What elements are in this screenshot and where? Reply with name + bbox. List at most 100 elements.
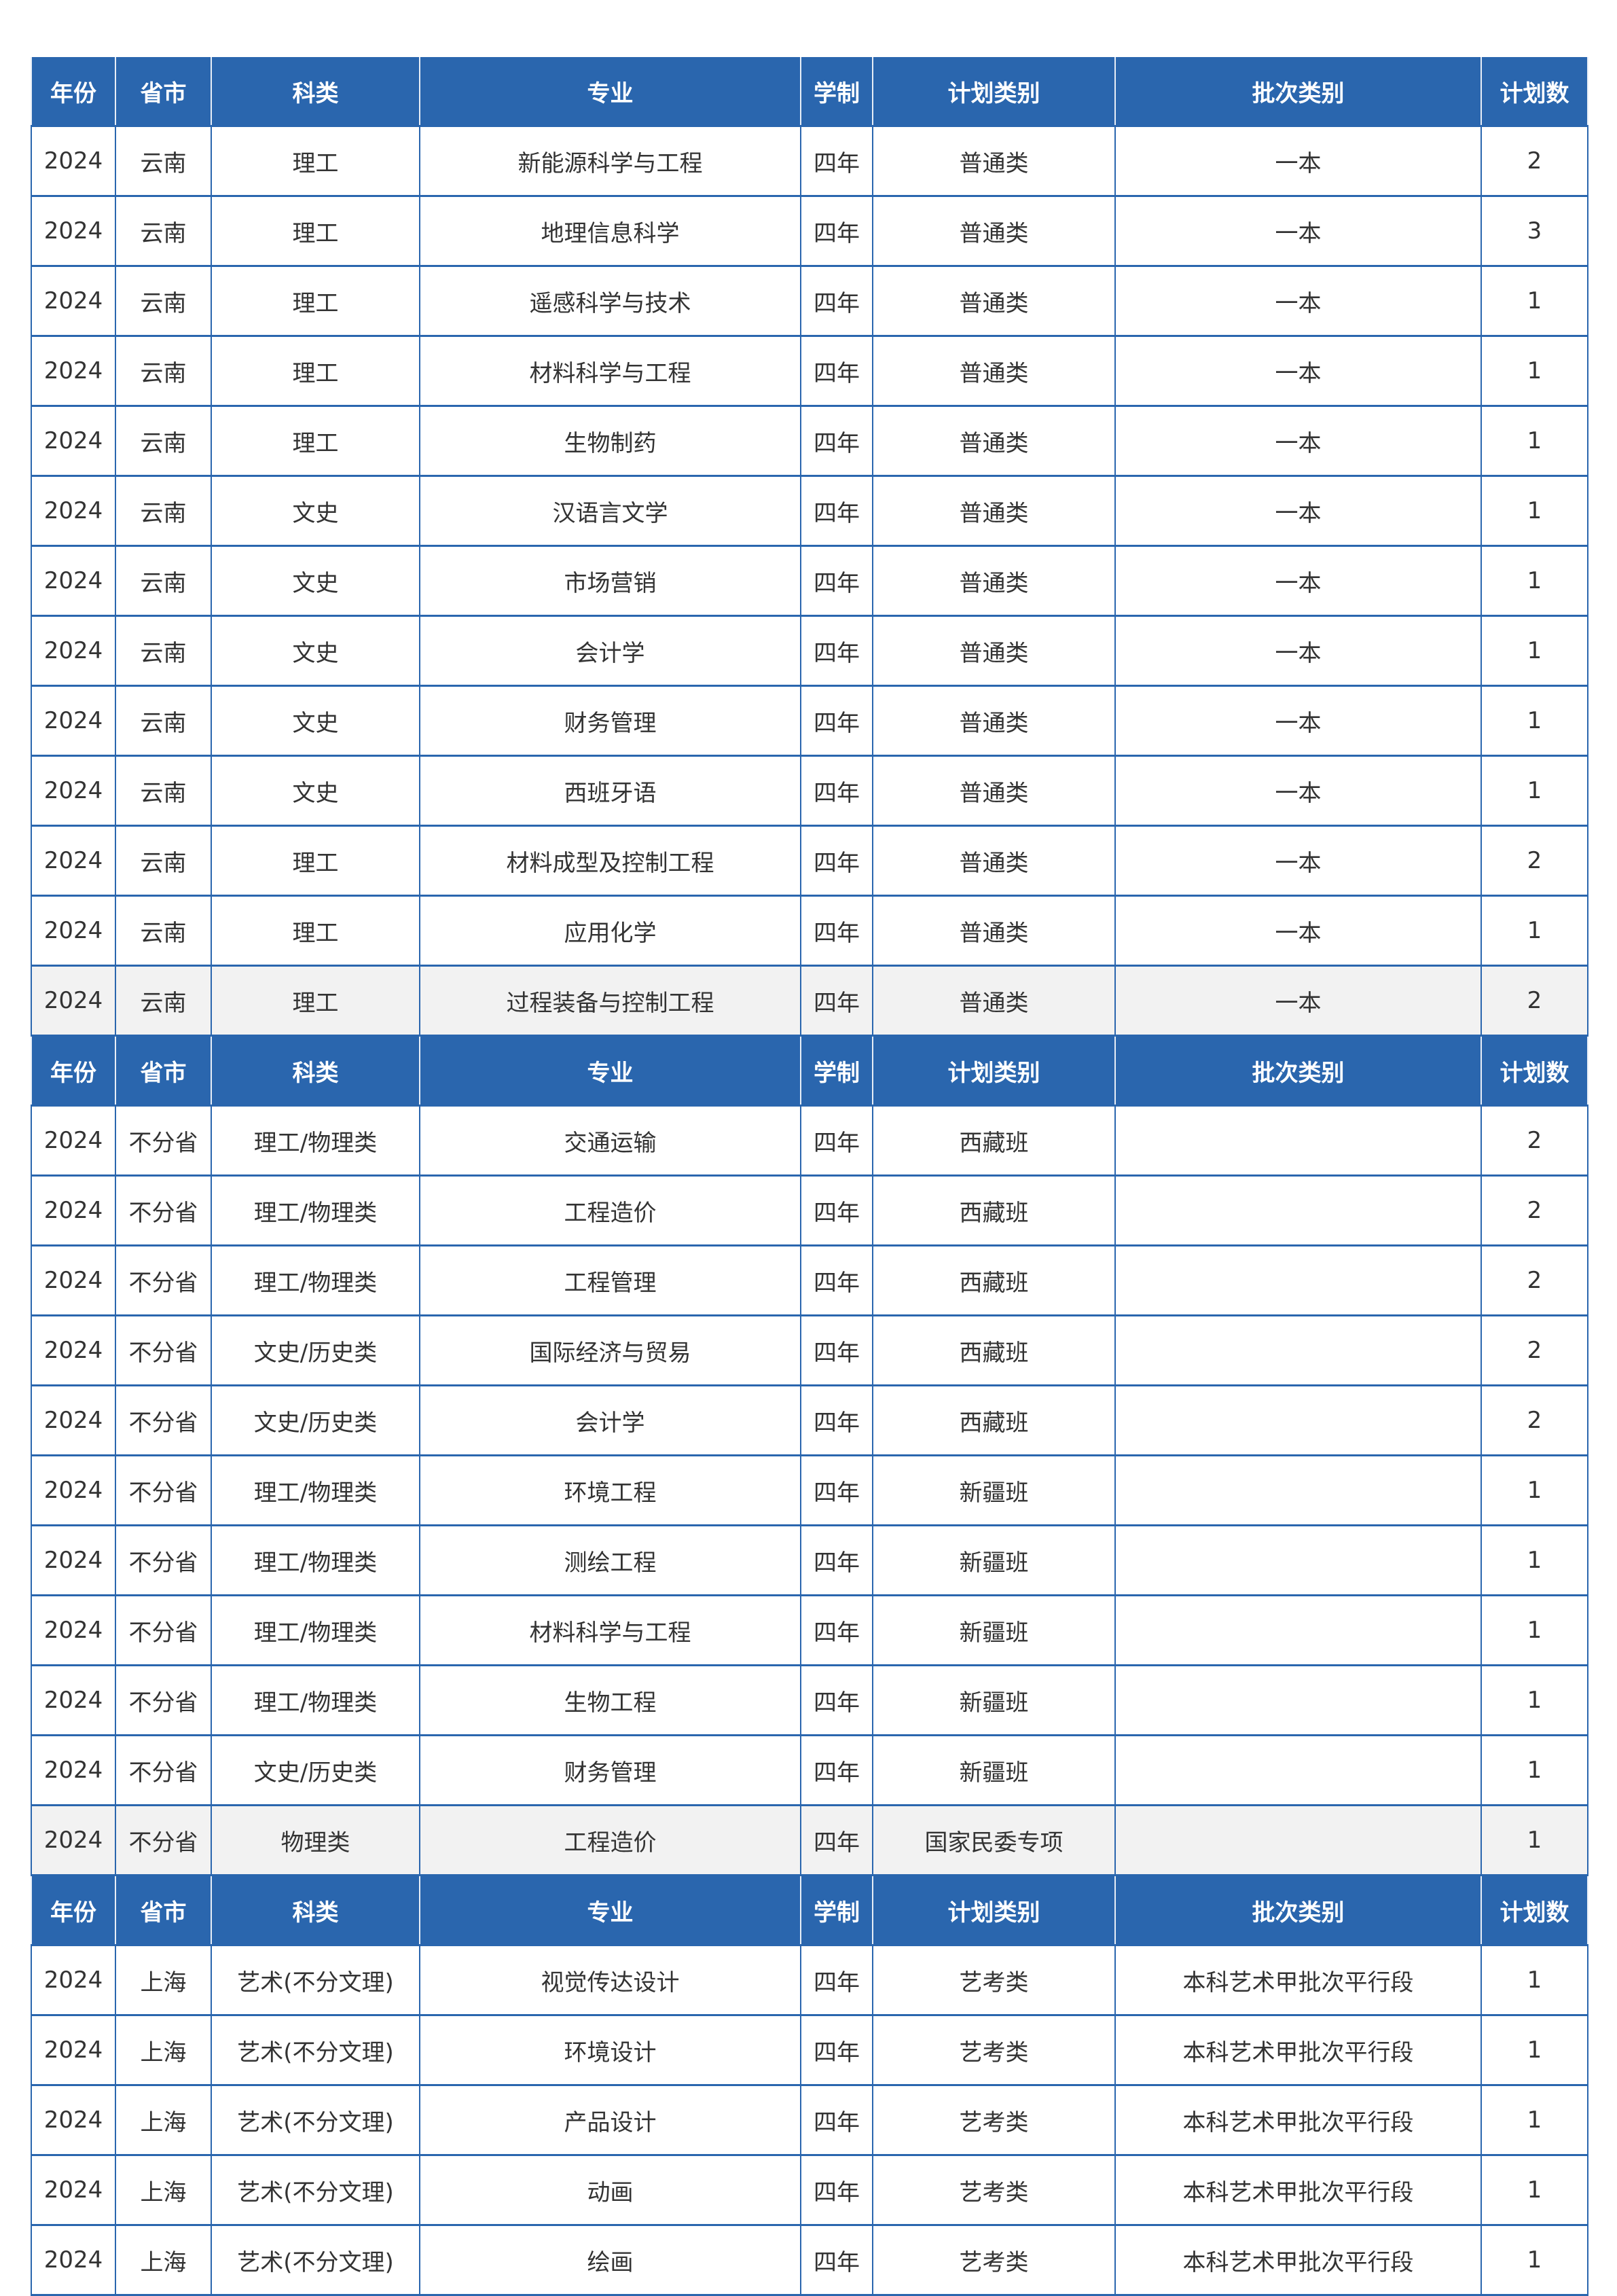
cell-province: 云南 — [115, 406, 212, 477]
cell-batch-type — [1114, 1245, 1482, 1316]
cell-major: 会计学 — [419, 1385, 801, 1456]
cell-subject-type: 理工 — [211, 266, 420, 337]
column-header-plan-type: 计划类别 — [872, 57, 1116, 127]
cell-duration: 四年 — [800, 895, 873, 967]
cell-year: 2024 — [31, 685, 116, 757]
cell-plan-count: 1 — [1480, 1735, 1588, 1806]
cell-plan-type: 西藏班 — [872, 1245, 1116, 1316]
column-header-subject-type: 科类 — [211, 57, 420, 127]
cell-plan-type: 普通类 — [872, 336, 1116, 407]
header-row: 年份 省市 科类 专业 学制 计划类别 批次类别 计划数 — [31, 1875, 1588, 1946]
cell-major: 国际经济与贸易 — [419, 1315, 801, 1386]
cell-year: 2024 — [31, 1945, 116, 2016]
cell-province: 不分省 — [115, 1175, 212, 1246]
table-row: 2024 云南 理工 过程装备与控制工程 四年 普通类 一本 2 — [31, 965, 1588, 1037]
cell-batch-type — [1114, 1595, 1482, 1666]
cell-year: 2024 — [31, 2155, 116, 2226]
cell-subject-type: 文史 — [211, 755, 420, 827]
cell-batch-type: 本科艺术甲批次平行段 — [1114, 2015, 1482, 2086]
cell-major: 市场营销 — [419, 545, 801, 617]
column-header-plan-count: 计划数 — [1480, 57, 1588, 127]
cell-subject-type: 文史 — [211, 685, 420, 757]
table-row: 2024 云南 文史 汉语言文学 四年 普通类 一本 1 — [31, 476, 1588, 547]
cell-batch-type: 本科艺术甲批次平行段 — [1114, 1945, 1482, 2016]
column-header-plan-type: 计划类别 — [872, 1875, 1116, 1946]
cell-year: 2024 — [31, 1735, 116, 1806]
cell-year: 2024 — [31, 1385, 116, 1456]
table-row: 2024 不分省 文史/历史类 财务管理 四年 新疆班 1 — [31, 1735, 1588, 1806]
cell-subject-type: 理工/物理类 — [211, 1105, 420, 1177]
table-row: 2024 不分省 理工/物理类 环境工程 四年 新疆班 1 — [31, 1455, 1588, 1526]
table-row: 2024 不分省 理工/物理类 工程管理 四年 西藏班 2 — [31, 1245, 1588, 1316]
column-header-duration: 学制 — [800, 1035, 873, 1107]
cell-year: 2024 — [31, 1525, 116, 1596]
cell-plan-count: 2 — [1480, 1175, 1588, 1246]
cell-duration: 四年 — [800, 1385, 873, 1456]
cell-major: 绘画 — [419, 2225, 801, 2296]
cell-duration: 四年 — [800, 1525, 873, 1596]
cell-plan-type: 艺考类 — [872, 2225, 1116, 2296]
cell-batch-type: 一本 — [1114, 895, 1482, 967]
cell-subject-type: 理工 — [211, 895, 420, 967]
cell-batch-type: 一本 — [1114, 266, 1482, 337]
cell-duration: 四年 — [800, 615, 873, 687]
cell-province: 云南 — [115, 615, 212, 687]
table-row: 2024 云南 文史 财务管理 四年 普通类 一本 1 — [31, 685, 1588, 757]
cell-subject-type: 理工 — [211, 336, 420, 407]
cell-duration: 四年 — [800, 196, 873, 267]
cell-plan-count: 1 — [1480, 685, 1588, 757]
cell-batch-type: 一本 — [1114, 965, 1482, 1037]
cell-year: 2024 — [31, 615, 116, 687]
cell-duration: 四年 — [800, 2225, 873, 2296]
cell-year: 2024 — [31, 476, 116, 547]
cell-duration: 四年 — [800, 476, 873, 547]
cell-major: 汉语言文学 — [419, 476, 801, 547]
table-row: 2024 不分省 文史/历史类 国际经济与贸易 四年 西藏班 2 — [31, 1315, 1588, 1386]
cell-major: 环境设计 — [419, 2015, 801, 2086]
column-header-duration: 学制 — [800, 57, 873, 127]
cell-province: 上海 — [115, 1945, 212, 2016]
table-row: 2024 云南 理工 应用化学 四年 普通类 一本 1 — [31, 895, 1588, 967]
cell-major: 工程造价 — [419, 1175, 801, 1246]
cell-batch-type: 一本 — [1114, 545, 1482, 617]
cell-plan-type: 新疆班 — [872, 1735, 1116, 1806]
table-row: 2024 云南 理工 遥感科学与技术 四年 普通类 一本 1 — [31, 266, 1588, 337]
cell-subject-type: 理工/物理类 — [211, 1595, 420, 1666]
cell-plan-type: 普通类 — [872, 685, 1116, 757]
cell-year: 2024 — [31, 1105, 116, 1177]
cell-province: 云南 — [115, 476, 212, 547]
column-header-plan-type: 计划类别 — [872, 1035, 1116, 1107]
cell-batch-type: 一本 — [1114, 406, 1482, 477]
cell-province: 云南 — [115, 965, 212, 1037]
cell-batch-type: 本科艺术甲批次平行段 — [1114, 2225, 1482, 2296]
cell-year: 2024 — [31, 755, 116, 827]
cell-year: 2024 — [31, 126, 116, 197]
cell-plan-type: 新疆班 — [872, 1455, 1116, 1526]
cell-major: 材料科学与工程 — [419, 1595, 801, 1666]
cell-year: 2024 — [31, 1595, 116, 1666]
cell-batch-type — [1114, 1805, 1482, 1876]
cell-batch-type: 一本 — [1114, 196, 1482, 267]
cell-province: 云南 — [115, 266, 212, 337]
column-header-plan-count: 计划数 — [1480, 1875, 1588, 1946]
cell-major: 财务管理 — [419, 1735, 801, 1806]
cell-duration: 四年 — [800, 965, 873, 1037]
cell-plan-type: 新疆班 — [872, 1665, 1116, 1736]
cell-plan-type: 艺考类 — [872, 2085, 1116, 2156]
cell-subject-type: 理工 — [211, 965, 420, 1037]
cell-province: 不分省 — [115, 1245, 212, 1316]
table-row: 2024 不分省 文史/历史类 会计学 四年 西藏班 2 — [31, 1385, 1588, 1456]
cell-subject-type: 文史 — [211, 615, 420, 687]
cell-subject-type: 艺术(不分文理) — [211, 2015, 420, 2086]
cell-duration: 四年 — [800, 126, 873, 197]
cell-plan-count: 2 — [1480, 1245, 1588, 1316]
cell-plan-count: 1 — [1480, 1595, 1588, 1666]
cell-major: 工程造价 — [419, 1805, 801, 1876]
cell-plan-count: 1 — [1480, 545, 1588, 617]
cell-plan-count: 3 — [1480, 196, 1588, 267]
column-header-batch-type: 批次类别 — [1114, 57, 1482, 127]
cell-duration: 四年 — [800, 1805, 873, 1876]
cell-plan-count: 1 — [1480, 1525, 1588, 1596]
cell-duration: 四年 — [800, 1105, 873, 1177]
column-header-subject-type: 科类 — [211, 1035, 420, 1107]
